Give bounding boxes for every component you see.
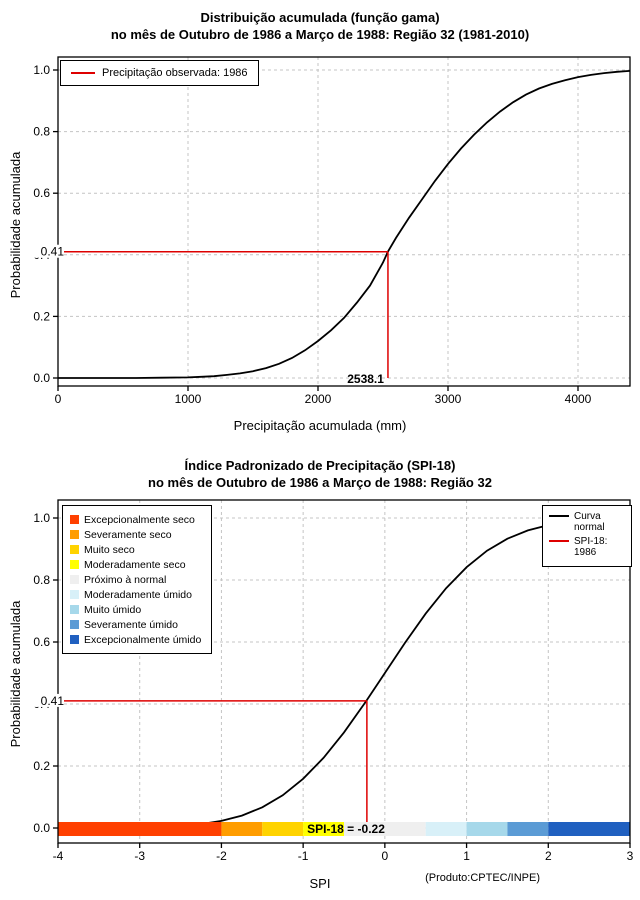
legend-category-label: Severamente seco [84, 528, 172, 541]
legend-swatch [70, 515, 79, 524]
x-tick-label: 2 [545, 849, 552, 863]
spi-colorbar-segment [548, 822, 630, 836]
x-tick-label: 1000 [175, 392, 202, 406]
spi-colorbar-segment [344, 822, 426, 836]
y-tick-label: 0.2 [33, 309, 50, 323]
top-y-axis-title: Probabilidade acumulada [8, 151, 23, 299]
spi-colorbar-segment [507, 822, 549, 836]
legend-curve-label: SPI-18: 1986 [574, 536, 608, 558]
bottom-chart-subtitle: no mês de Outubro de 1986 a Março de 198… [148, 475, 492, 490]
x-tick-label: 3 [627, 849, 634, 863]
legend-category-row: Moderadamente úmido [70, 587, 201, 602]
legend-swatch [70, 620, 79, 629]
bottom-y-axis-title: Probabilidade acumulada [8, 600, 23, 748]
legend-swatch [70, 605, 79, 614]
spi-colorbar-segment [262, 822, 304, 836]
legend-category-label: Excepcionalmente úmido [84, 633, 202, 646]
legend-line-sample [549, 515, 569, 517]
gamma-cdf-chart: Distribuição acumulada (função gama) no … [8, 10, 631, 433]
x-tick-label: -2 [216, 849, 227, 863]
legend-category-row: Severamente úmido [70, 617, 201, 632]
top-chart-title: Distribuição acumulada (função gama) [200, 10, 440, 25]
legend-swatch [70, 635, 79, 644]
spi-colorbar-segment [58, 822, 222, 836]
legend-swatch [70, 575, 79, 584]
annotation-y-value: 0.41 [41, 694, 65, 708]
legend-precip-label: Precipitação observada: 1986 [102, 67, 248, 79]
red-line-sample [71, 72, 95, 74]
y-tick-label: 0.0 [33, 371, 50, 385]
x-tick-label: 3000 [435, 392, 462, 406]
bottom-chart-title: Índice Padronizado de Precipitação (SPI-… [184, 458, 456, 473]
x-tick-label: -1 [298, 849, 309, 863]
top-chart-subtitle: no mês de Outubro de 1986 a Março de 198… [110, 27, 530, 42]
spi-category-legend: Excepcionalmente seco Severamente seco Mui… [62, 505, 213, 654]
annotation-x-value: 2538.1 [347, 372, 384, 386]
annotation-ylabel-bg [33, 693, 64, 707]
legend-category-row: Severamente seco [70, 527, 201, 542]
spi-cdf-plot: -4-3-2-101230.00.20.40.60.81.00.41SPI-18… [33, 499, 634, 863]
legend-category-label: Moderadamente seco [84, 558, 186, 571]
legend-category-row: Muito úmido [70, 602, 201, 617]
legend-category-row: Excepcionalmente úmido [70, 632, 201, 647]
y-tick-label: 0.8 [33, 573, 50, 587]
legend-curve-label: Curva normal [574, 511, 605, 533]
legend-curve-row: Curva normal [549, 511, 625, 533]
x-tick-label: 4000 [565, 392, 592, 406]
legend-category-label: Excepcionalmente seco [84, 513, 195, 526]
y-tick-label: 0.0 [33, 821, 50, 835]
legend-category-label: Próximo à normal [84, 573, 167, 586]
annotation-ylabel-bg [33, 244, 64, 258]
y-tick-label: 0.2 [33, 759, 50, 773]
y-tick-label: 0.6 [33, 635, 50, 649]
spi-value-label: SPI-18 = -0.22 [307, 822, 385, 836]
x-tick-label: 0 [55, 392, 62, 406]
spi-cdf-chart: Índice Padronizado de Precipitação (SPI-… [0, 450, 640, 900]
annotation-y-value: 0.41 [41, 245, 65, 259]
spi-colorbar-segment [425, 822, 467, 836]
plot-box [57, 56, 631, 387]
legend-category-label: Moderadamente úmido [84, 588, 192, 601]
x-tick-label: -3 [134, 849, 145, 863]
legend-category-label: Muito seco [84, 543, 135, 556]
spi-colorbar-segment [221, 822, 263, 836]
legend-line-sample [549, 540, 569, 542]
x-tick-label: 0 [382, 849, 389, 863]
legend-swatch [70, 590, 79, 599]
legend-category-row: Moderadamente seco [70, 557, 201, 572]
legend-category-row: Excepcionalmente seco [70, 512, 201, 527]
legend-precip-observada: Precipitação observada: 1986 [60, 60, 259, 86]
cdf-curve [58, 70, 631, 379]
curve-legend: Curva normal SPI-18: 1986 [542, 505, 632, 567]
y-tick-label: 1.0 [33, 511, 50, 525]
legend-category-label: Muito úmido [84, 603, 142, 616]
x-tick-label: -4 [53, 849, 64, 863]
spi-colorbar-segment [466, 822, 508, 836]
y-tick-label: 1.0 [33, 63, 50, 77]
legend-curve-row: SPI-18: 1986 [549, 536, 625, 558]
product-credit: (Produto:CPTEC/INPE) [425, 872, 540, 884]
legend-category-row: Próximo à normal [70, 572, 201, 587]
x-tick-label: 1 [463, 849, 470, 863]
legend-swatch [70, 530, 79, 539]
legend-category-label: Severamente úmido [84, 618, 178, 631]
top-x-axis-title: Precipitação acumulada (mm) [233, 418, 407, 433]
legend-swatch [70, 545, 79, 554]
y-tick-label: 0.8 [33, 125, 50, 139]
y-tick-label: 0.6 [33, 186, 50, 200]
gamma-cdf-plot: 010002000300040000.00.20.40.60.81.00.412… [33, 56, 631, 406]
x-tick-label: 2000 [305, 392, 332, 406]
legend-swatch [70, 560, 79, 569]
plot-box [57, 499, 631, 844]
spi-colorbar-segment [303, 822, 344, 836]
bottom-x-axis-title: SPI [309, 876, 331, 891]
legend-category-row: Muito seco [70, 542, 201, 557]
